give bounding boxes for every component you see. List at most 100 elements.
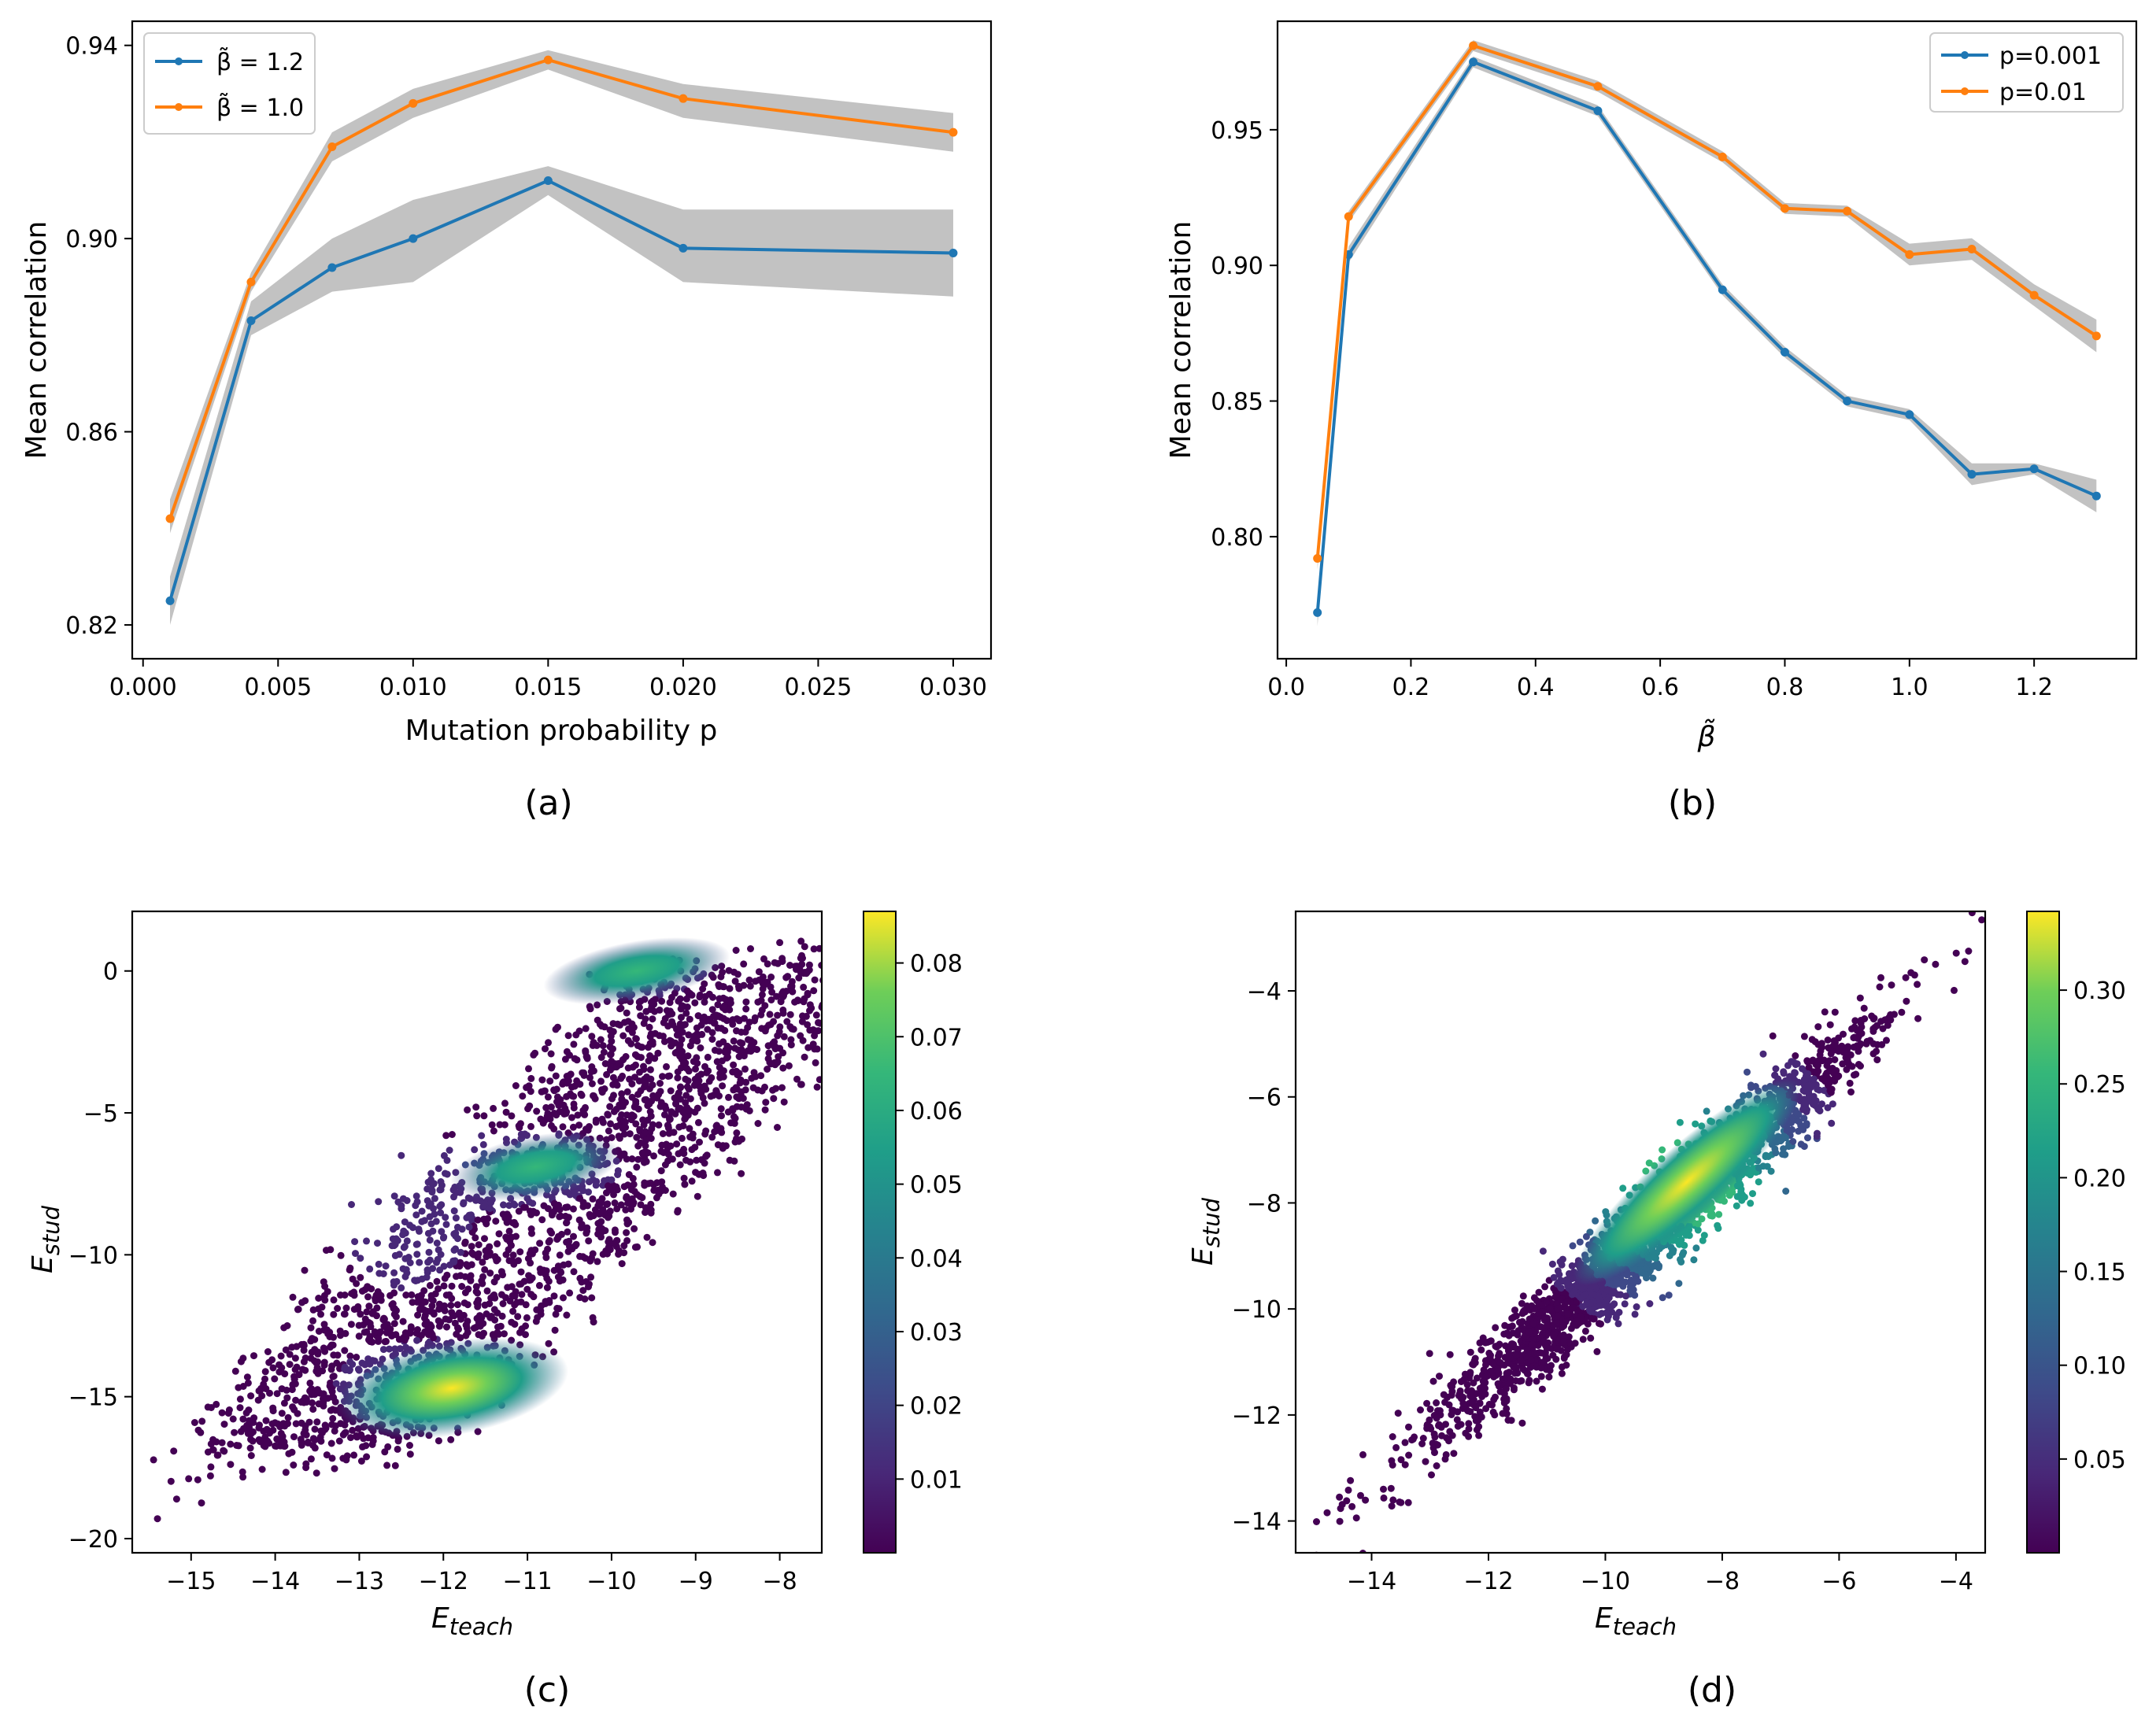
d-scatter-point <box>1520 1307 1528 1315</box>
c-density-highlights <box>335 937 730 1439</box>
d-scatter-point <box>1392 1443 1400 1451</box>
c-scatter-point <box>357 1310 364 1318</box>
c-scatter-point <box>538 1302 545 1310</box>
c-scatter-point <box>512 1082 520 1089</box>
c-scatter-point <box>722 996 730 1003</box>
c-scatter-point <box>204 1403 212 1411</box>
c-scatter-point <box>479 1280 486 1288</box>
c-scatter-point <box>416 1227 423 1235</box>
d-scatter-point <box>1747 1199 1755 1207</box>
c-scatter-point <box>588 1080 596 1088</box>
c-scatter-point <box>731 977 739 985</box>
a-point-series-2 <box>327 142 337 152</box>
c-scatter-point <box>455 1325 462 1333</box>
c-scatter-point <box>730 1113 738 1121</box>
c-scatter-point <box>783 1018 791 1025</box>
c-scatter-point <box>719 1082 727 1090</box>
c-scatter-point <box>436 1203 444 1210</box>
c-scatter-point <box>263 1425 271 1433</box>
c-scatter-point <box>278 1410 286 1417</box>
c-scatter-point <box>500 1201 507 1209</box>
c-scatter-point <box>641 1148 649 1156</box>
c-scatter-point <box>637 1012 645 1020</box>
c-scatter-point <box>628 1111 636 1119</box>
c-scatter-point <box>806 1007 813 1014</box>
d-scatter-point <box>1347 1476 1355 1484</box>
c-scatter-point <box>446 1147 453 1154</box>
d-scatter-point <box>1843 1066 1851 1073</box>
c-scatter-point <box>290 1433 298 1441</box>
c-scatter-point <box>579 1110 587 1118</box>
c-scatter-point <box>416 1258 423 1266</box>
d-scatter-point <box>1857 1019 1865 1027</box>
c-scatter-point <box>842 922 849 929</box>
c-scatter-point <box>289 1293 297 1301</box>
c-scatter-point <box>268 1420 276 1428</box>
c-scatter-point <box>557 1269 565 1277</box>
c-scatter-point <box>560 1101 568 1109</box>
c-scatter-point <box>553 1236 561 1243</box>
d-scatter-point <box>1873 1056 1881 1064</box>
c-scatter-point <box>318 1303 326 1311</box>
c-scatter-point <box>562 1212 569 1220</box>
d-scatter-point <box>1858 1029 1866 1037</box>
d-scatter-point <box>1707 1212 1714 1219</box>
c-scatter-point <box>643 1233 651 1241</box>
d-scatter-point <box>1692 1120 1699 1128</box>
c-scatter-point <box>705 1015 713 1023</box>
d-scatter-point <box>1537 1323 1545 1331</box>
c-y-tick-label: 0 <box>103 959 118 986</box>
c-scatter-point <box>390 1269 398 1277</box>
c-scatter-point <box>194 1426 202 1434</box>
d-scatter-point <box>1558 1363 1566 1371</box>
c-scatter-point <box>628 1093 636 1101</box>
c-scatter-point <box>438 1181 446 1189</box>
d-scatter-point <box>1488 1401 1496 1409</box>
c-scatter-point <box>577 1090 585 1098</box>
d-scatter-point <box>1800 1076 1808 1084</box>
a-x-tick-label: 0.020 <box>649 674 717 701</box>
c-scatter-point <box>642 1204 649 1212</box>
c-colorbar-tick-label: 0.06 <box>910 1098 963 1125</box>
c-scatter-point <box>492 1218 500 1225</box>
c-scatter-point <box>834 1005 841 1012</box>
c-scatter-point <box>544 1245 552 1253</box>
a-point-series-2 <box>246 277 256 286</box>
c-scatter-point <box>329 1414 337 1422</box>
c-scatter-point <box>587 1273 595 1281</box>
c-scatter-point <box>712 1013 719 1021</box>
c-scatter-point <box>605 1212 613 1220</box>
d-scatter-point <box>1614 1320 1622 1328</box>
c-scatter-point <box>574 1111 582 1119</box>
c-scatter-point <box>542 1045 549 1053</box>
c-scatter-point <box>845 1030 852 1037</box>
c-scatter-point <box>227 1440 235 1448</box>
d-scatter-point <box>1685 1232 1693 1240</box>
d-scatter-point <box>1814 1062 1821 1069</box>
d-scatter-point <box>1809 1056 1817 1064</box>
c-scatter-point <box>550 1266 558 1274</box>
d-scatter-point <box>1562 1351 1570 1358</box>
c-scatter-point <box>501 1330 508 1338</box>
d-scatter-point <box>1394 1410 1402 1417</box>
c-scatter-point <box>799 1012 806 1020</box>
c-scatter-point <box>601 1023 608 1031</box>
c-scatter-point <box>283 1322 291 1329</box>
c-scatter-point <box>676 1020 684 1028</box>
d-scatter-point <box>1659 1146 1666 1154</box>
c-x-tick-label: −11 <box>502 1568 552 1595</box>
c-scatter-point <box>678 1148 686 1156</box>
d-scatter-point <box>1495 1342 1503 1349</box>
c-scatter-point <box>779 1064 787 1072</box>
c-scatter-point <box>170 1447 178 1455</box>
c-scatter-point <box>321 1296 329 1304</box>
a-x-axis-label: Mutation probability p <box>405 715 718 747</box>
b-caption: (b) <box>1668 783 1717 823</box>
d-scatter-point <box>1626 1283 1634 1291</box>
c-scatter-point <box>225 1406 233 1413</box>
c-scatter-point <box>341 1347 349 1354</box>
c-scatter-point <box>341 1363 349 1371</box>
a-y-ticks: 0.820.860.900.94 <box>65 33 132 640</box>
c-scatter-point <box>394 1445 401 1453</box>
c-scatter-point <box>412 1211 420 1219</box>
